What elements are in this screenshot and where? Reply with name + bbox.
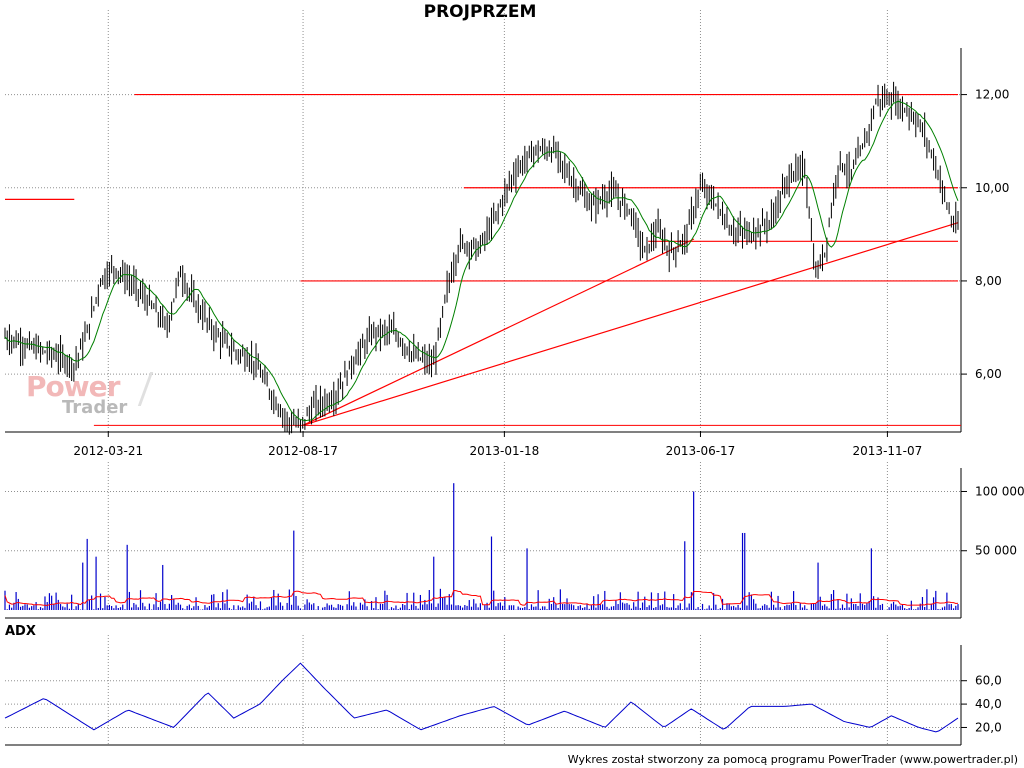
x-tick-label: 2012-03-21 xyxy=(73,444,143,458)
price-y-tick-label: 10,00 xyxy=(975,181,1009,195)
x-tick-label: 2013-01-18 xyxy=(470,444,540,458)
volume-bars xyxy=(4,483,959,610)
price-y-tick-label: 6,00 xyxy=(975,367,1002,381)
volume-y-tick-label: 50 000 xyxy=(975,544,1017,558)
trend-line xyxy=(302,238,695,426)
footer-credit: Wykres został stworzony za pomocą progra… xyxy=(567,753,1018,766)
adx-y-tick-label: 20,0 xyxy=(975,720,1002,734)
adx-line xyxy=(4,662,959,733)
volume-moving-average xyxy=(4,589,959,607)
axes xyxy=(5,48,967,746)
trend-lines xyxy=(302,222,959,426)
price-y-tick-label: 12,00 xyxy=(975,88,1009,102)
tick-labels: 2012-03-21 2012-08-17 2013-01-18 2013-06-17… xyxy=(73,88,1024,735)
powertrader-logo: Power Trader xyxy=(26,370,174,420)
x-tick-label: 2013-06-17 xyxy=(666,444,736,458)
adx-panel-label: ADX xyxy=(5,624,36,639)
price-moving-average xyxy=(4,100,959,422)
logo-word-trader: Trader xyxy=(62,397,128,418)
x-tick-label: 2013-11-07 xyxy=(853,444,923,458)
price-bars xyxy=(4,81,959,435)
price-y-tick-label: 8,00 xyxy=(975,274,1002,288)
volume-y-tick-label: 100 000 xyxy=(975,484,1024,498)
adx-y-tick-label: 40,0 xyxy=(975,697,1002,711)
chart-title: PROJPRZEM xyxy=(423,2,537,22)
x-tick-label: 2012-08-17 xyxy=(268,444,338,458)
adx-y-tick-label: 60,0 xyxy=(975,674,1002,688)
trend-line xyxy=(302,222,959,426)
logo-word-power: Power xyxy=(26,370,120,403)
